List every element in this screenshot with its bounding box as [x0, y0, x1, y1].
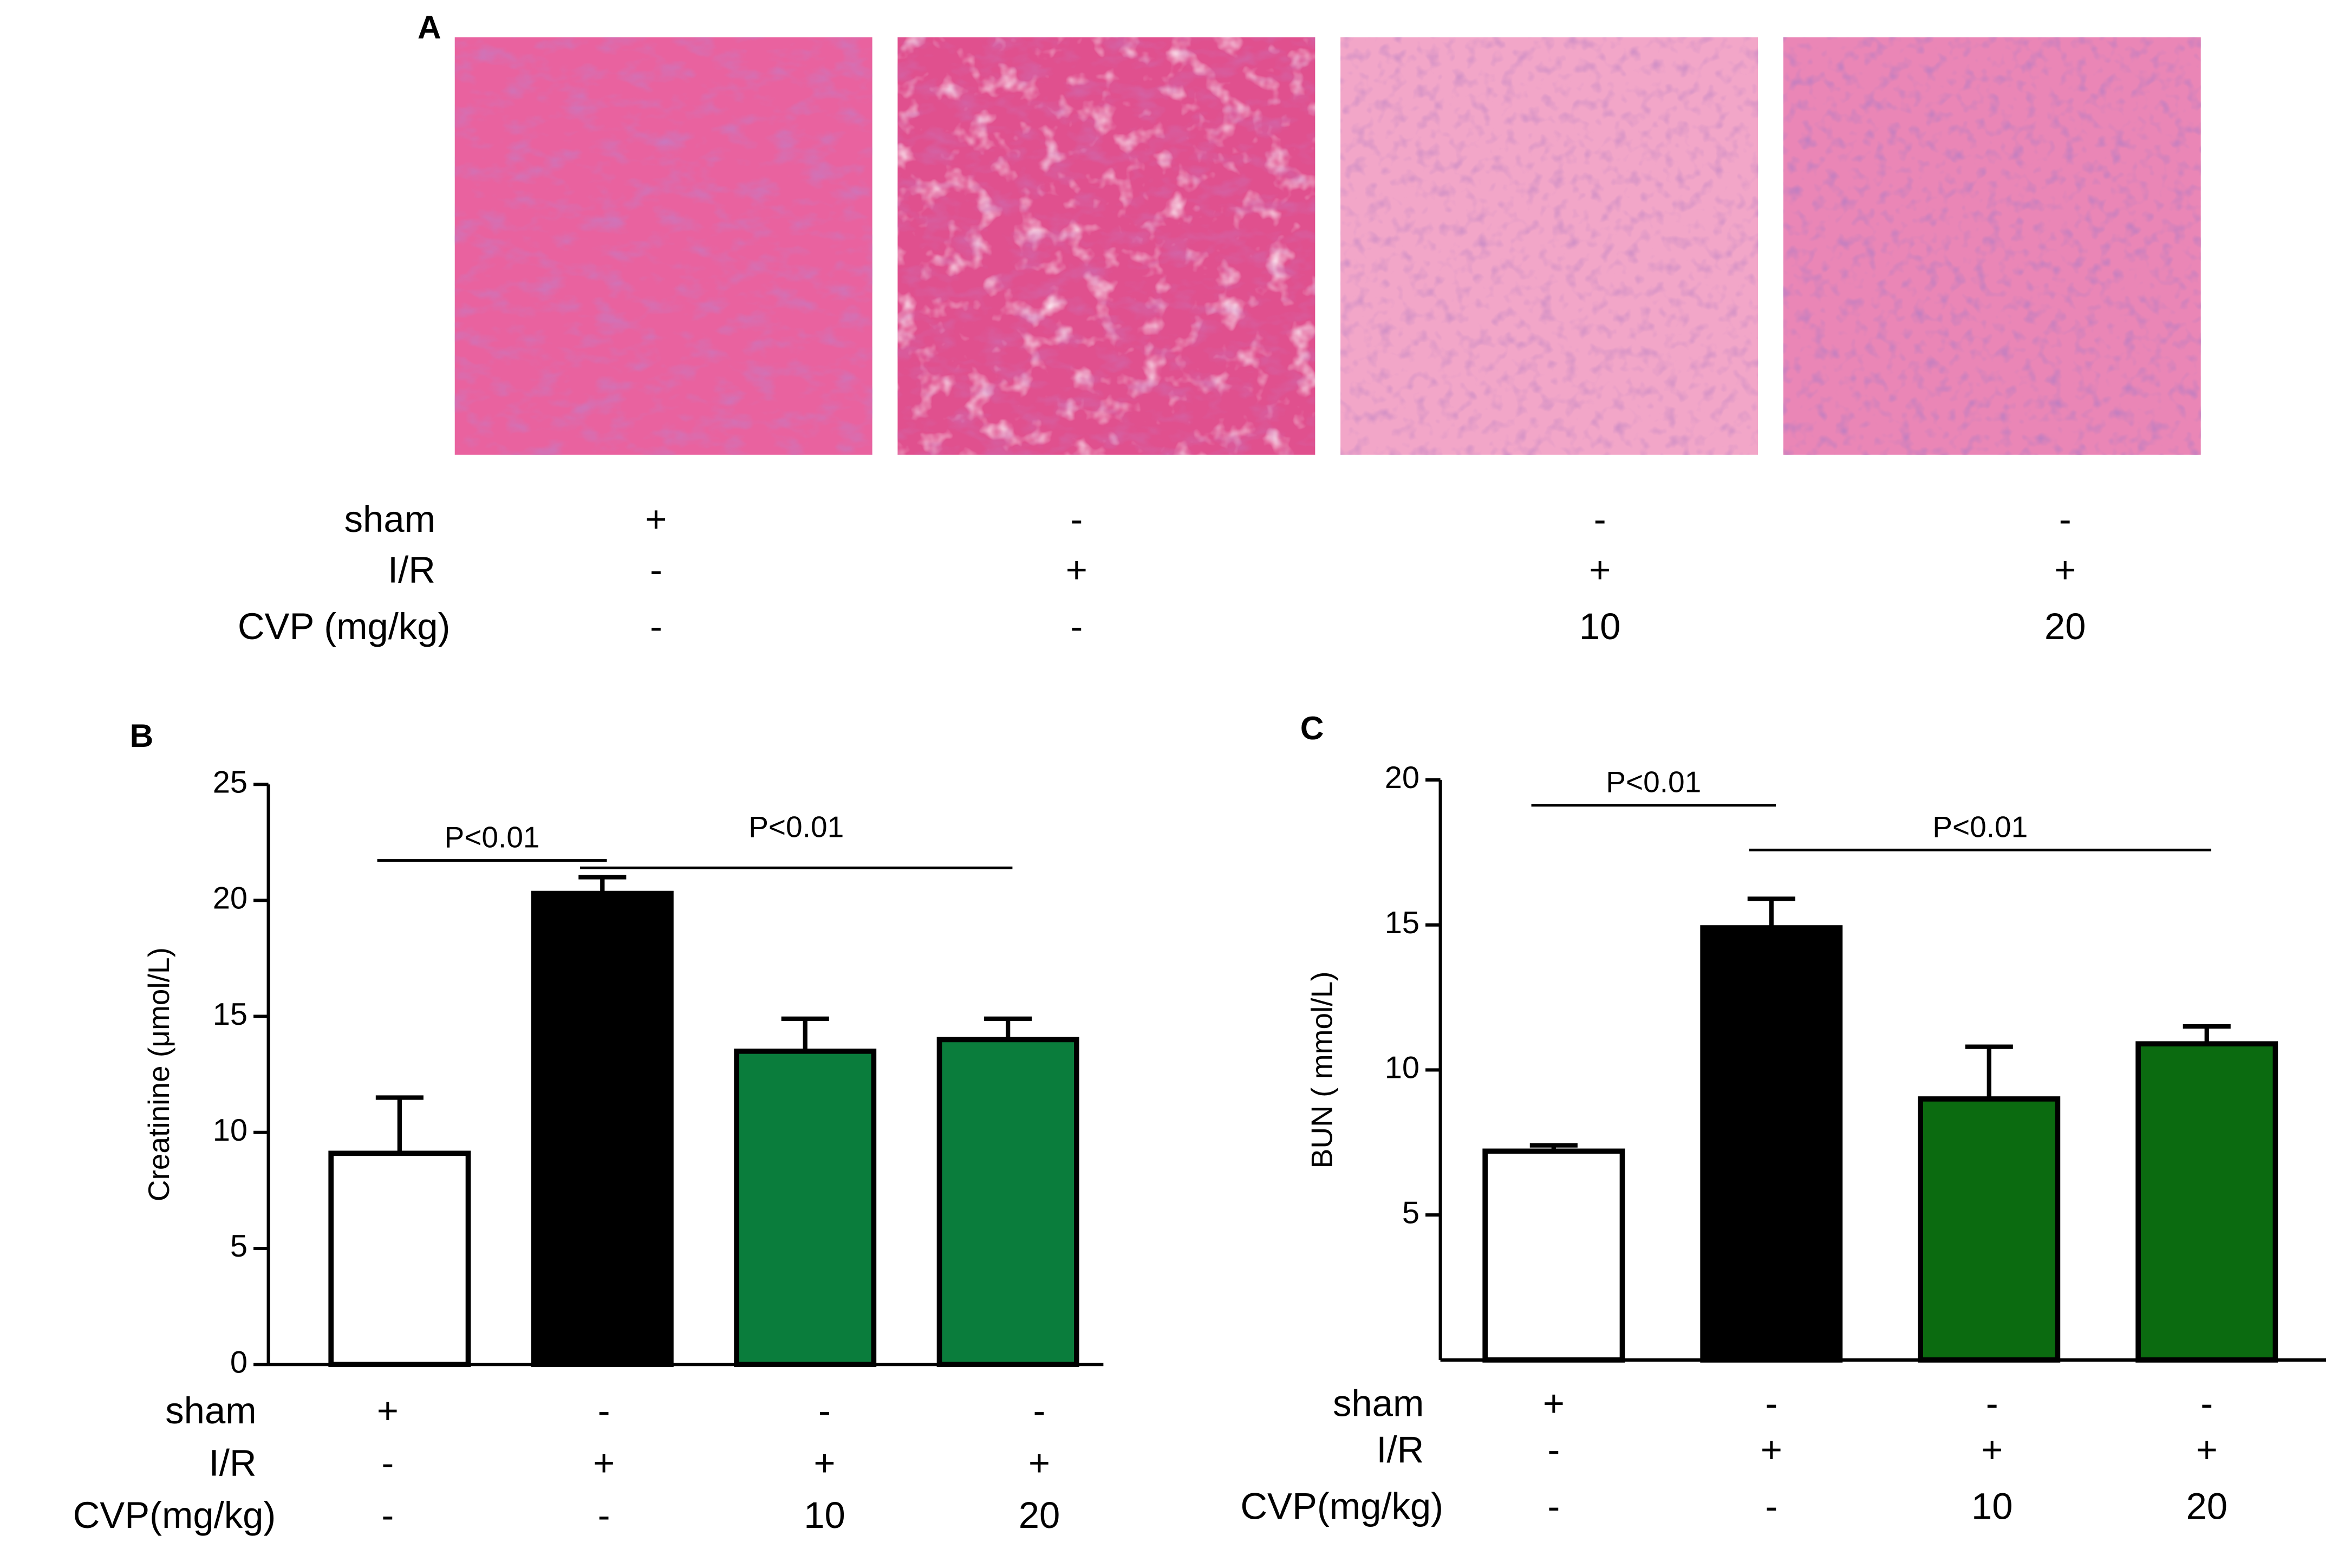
- panel-label: B: [130, 717, 154, 754]
- condition-cell: -: [818, 1390, 831, 1432]
- histology-image: [454, 37, 872, 455]
- y-tick-label: 20: [213, 881, 248, 916]
- y-tick-label: 5: [230, 1229, 248, 1264]
- condition-label: sham: [165, 1390, 256, 1432]
- condition-cell: +: [1981, 1429, 2003, 1471]
- bar: [1918, 1096, 2061, 1363]
- condition-cell: -: [1594, 498, 1606, 540]
- condition-cell: +: [2196, 1429, 2218, 1471]
- y-tick-label: 15: [1385, 906, 1419, 940]
- bar: [531, 890, 674, 1367]
- bar: [936, 1037, 1079, 1367]
- condition-cell: +: [1589, 549, 1611, 590]
- condition-cell: -: [1033, 1390, 1046, 1432]
- comparison-label: P<0.01: [1932, 810, 2028, 843]
- y-axis-title: BUN ( mmol/L): [1305, 971, 1338, 1168]
- comparison-label: P<0.01: [445, 821, 540, 854]
- condition-cell: -: [1070, 498, 1083, 540]
- condition-label: CVP (mg/kg): [238, 606, 451, 647]
- condition-cell: -: [1765, 1382, 1777, 1424]
- comparison-label: P<0.01: [748, 810, 844, 843]
- y-tick-label: 25: [213, 765, 248, 799]
- condition-cell: +: [2054, 549, 2076, 590]
- y-axis-title: Creatinine (μmol/L): [142, 947, 175, 1201]
- condition-cell: -: [650, 606, 662, 647]
- condition-label: sham: [344, 498, 435, 540]
- condition-cell: +: [1066, 549, 1087, 590]
- condition-label: I/R: [1376, 1429, 1424, 1471]
- condition-cell: -: [598, 1390, 610, 1432]
- condition-cell: -: [1547, 1429, 1560, 1471]
- condition-cell: +: [1761, 1429, 1782, 1471]
- condition-label: CVP(mg/kg): [73, 1494, 276, 1536]
- condition-cell: -: [1547, 1485, 1560, 1527]
- bar: [1482, 1148, 1625, 1363]
- condition-cell: 10: [1579, 606, 1621, 647]
- condition-cell: +: [1028, 1442, 1050, 1484]
- y-tick-label: 5: [1402, 1195, 1419, 1230]
- histology-image: [1783, 37, 2201, 455]
- condition-cell: -: [381, 1494, 394, 1536]
- condition-cell: -: [381, 1442, 394, 1484]
- bar: [1700, 925, 1843, 1363]
- condition-cell: 20: [1019, 1494, 1060, 1536]
- condition-cell: +: [645, 498, 667, 540]
- y-tick-label: 10: [1385, 1051, 1419, 1085]
- condition-label: I/R: [388, 549, 435, 590]
- condition-cell: +: [813, 1442, 835, 1484]
- condition-cell: +: [377, 1390, 399, 1432]
- condition-cell: -: [1070, 606, 1083, 647]
- histology-image: [897, 37, 1315, 455]
- condition-cell: 20: [2186, 1485, 2228, 1527]
- condition-label: I/R: [209, 1442, 257, 1484]
- condition-label: CVP(mg/kg): [1240, 1485, 1443, 1527]
- condition-cell: -: [650, 549, 662, 590]
- condition-label: sham: [1333, 1382, 1424, 1424]
- panel-label: A: [418, 9, 441, 45]
- condition-cell: +: [593, 1442, 615, 1484]
- bar: [328, 1150, 471, 1367]
- y-tick-label: 15: [213, 997, 248, 1032]
- condition-cell: 20: [2044, 606, 2086, 647]
- bar: [734, 1049, 877, 1367]
- y-tick-label: 10: [213, 1113, 248, 1148]
- bar: [2135, 1041, 2278, 1363]
- panel-label: C: [1300, 710, 1324, 746]
- comparison-label: P<0.01: [1606, 765, 1701, 799]
- histology-image: [1340, 37, 1759, 455]
- condition-cell: 10: [1971, 1485, 2013, 1527]
- condition-cell: +: [1543, 1382, 1565, 1424]
- condition-cell: 10: [804, 1494, 845, 1536]
- condition-cell: -: [2200, 1382, 2213, 1424]
- condition-cell: -: [1765, 1485, 1777, 1527]
- condition-cell: -: [2059, 498, 2072, 540]
- condition-cell: -: [1986, 1382, 1998, 1424]
- condition-cell: -: [598, 1494, 610, 1536]
- y-tick-label: 20: [1385, 760, 1419, 795]
- y-tick-label: 0: [230, 1345, 248, 1380]
